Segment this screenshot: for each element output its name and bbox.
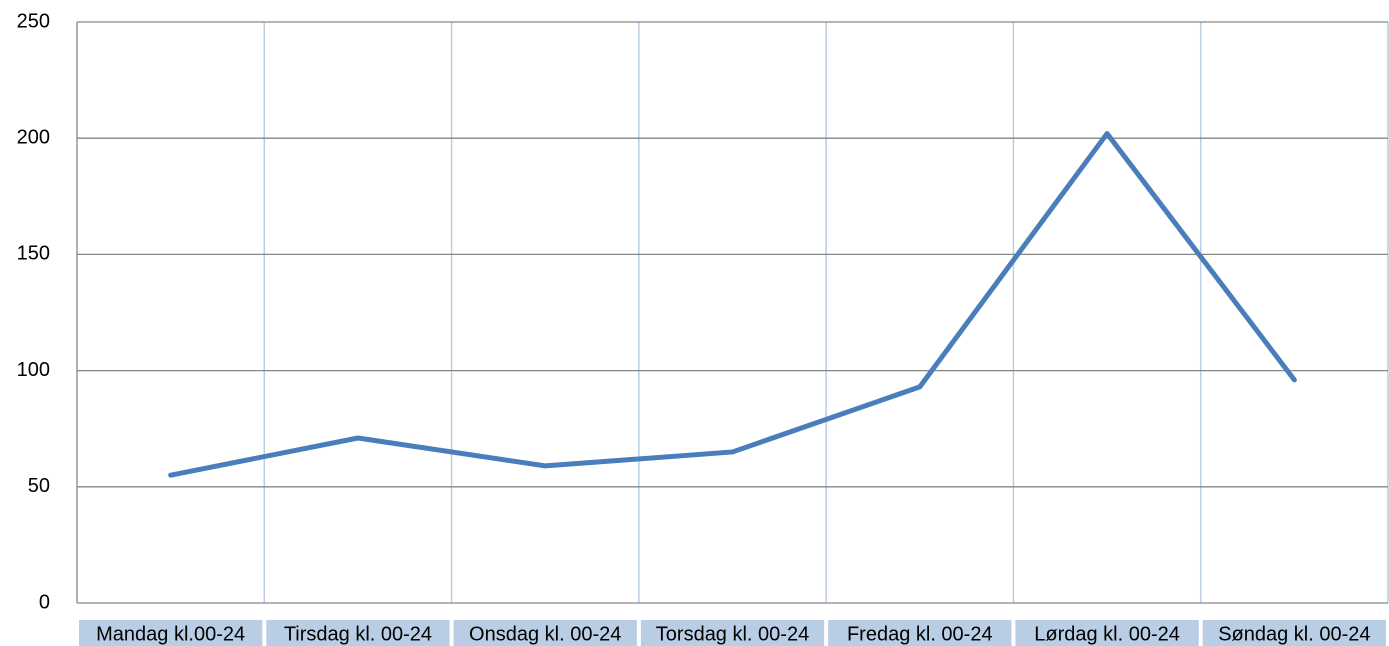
y-tick-label: 100 <box>17 359 50 381</box>
x-label-background <box>640 620 825 646</box>
x-label-background <box>79 620 263 646</box>
x-tick-label: Tirsdag kl. 00-24 <box>284 623 432 645</box>
y-tick-label: 250 <box>17 10 50 32</box>
x-tick-label: Fredag kl. 00-24 <box>847 623 993 645</box>
y-tick-label: 0 <box>39 591 50 613</box>
line-series <box>168 131 1297 478</box>
x-label-background <box>1202 620 1386 646</box>
x-tick-label: Søndag kl. 00-24 <box>1218 623 1370 645</box>
y-tick-label: 50 <box>28 475 50 497</box>
x-tick-label: Onsdag kl. 00-24 <box>469 623 621 645</box>
y-tick-label: 150 <box>17 243 50 265</box>
x-label-background <box>1015 620 1199 646</box>
x-label-background <box>828 620 1012 646</box>
x-tick-label: Torsdag kl. 00-24 <box>656 623 809 645</box>
x-label-background <box>453 620 637 646</box>
x-tick-label: Mandag kl.00-24 <box>96 623 245 645</box>
x-tick-label: Lørdag kl. 00-24 <box>1034 623 1180 645</box>
x-label-background <box>266 620 450 646</box>
y-tick-label: 200 <box>17 126 50 148</box>
